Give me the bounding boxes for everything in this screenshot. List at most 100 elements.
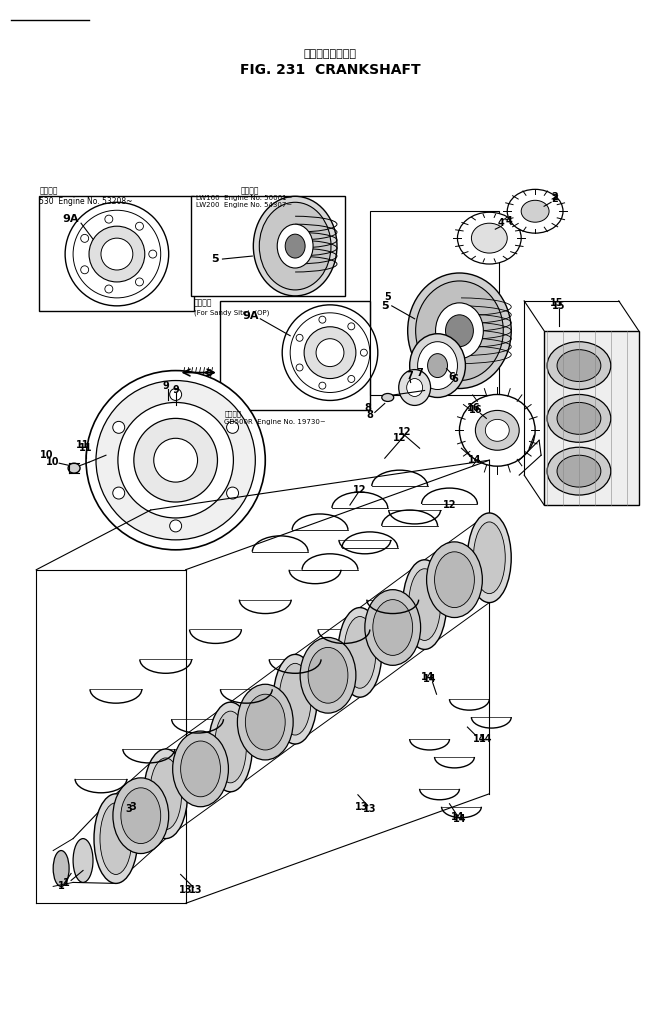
Text: 16: 16 bbox=[467, 403, 480, 413]
Ellipse shape bbox=[148, 250, 156, 258]
Ellipse shape bbox=[282, 304, 378, 401]
Ellipse shape bbox=[416, 281, 504, 381]
Ellipse shape bbox=[557, 455, 601, 487]
Ellipse shape bbox=[273, 655, 317, 744]
Ellipse shape bbox=[73, 210, 161, 297]
Ellipse shape bbox=[94, 794, 138, 883]
Ellipse shape bbox=[296, 334, 303, 341]
Ellipse shape bbox=[181, 741, 220, 797]
Ellipse shape bbox=[471, 223, 508, 253]
Text: 6: 6 bbox=[448, 371, 455, 382]
Text: 1: 1 bbox=[58, 881, 65, 891]
Ellipse shape bbox=[105, 215, 113, 223]
Ellipse shape bbox=[373, 600, 412, 656]
Ellipse shape bbox=[135, 222, 143, 230]
Text: 8: 8 bbox=[364, 403, 372, 413]
Ellipse shape bbox=[290, 313, 370, 393]
Ellipse shape bbox=[113, 777, 169, 854]
Ellipse shape bbox=[259, 202, 331, 290]
Ellipse shape bbox=[118, 402, 234, 518]
Ellipse shape bbox=[399, 369, 430, 405]
Text: 適用彏町: 適用彏町 bbox=[224, 410, 242, 417]
Ellipse shape bbox=[81, 234, 88, 243]
Ellipse shape bbox=[81, 266, 88, 274]
Ellipse shape bbox=[300, 637, 356, 714]
Ellipse shape bbox=[457, 212, 521, 264]
Text: 2: 2 bbox=[552, 192, 558, 202]
Ellipse shape bbox=[65, 202, 169, 306]
Text: 砂地仕様: 砂地仕様 bbox=[193, 298, 212, 308]
Ellipse shape bbox=[319, 383, 326, 389]
Ellipse shape bbox=[485, 419, 510, 442]
Ellipse shape bbox=[170, 389, 182, 401]
Ellipse shape bbox=[308, 648, 348, 703]
Ellipse shape bbox=[475, 410, 519, 451]
Text: 4: 4 bbox=[506, 216, 513, 226]
Text: 9A: 9A bbox=[242, 311, 259, 321]
Text: 2: 2 bbox=[552, 194, 558, 204]
Ellipse shape bbox=[105, 285, 113, 293]
Ellipse shape bbox=[403, 560, 447, 650]
Ellipse shape bbox=[344, 616, 376, 688]
Ellipse shape bbox=[408, 273, 512, 389]
Ellipse shape bbox=[53, 851, 69, 886]
Text: 7: 7 bbox=[416, 367, 423, 378]
Ellipse shape bbox=[296, 364, 303, 370]
Text: 9: 9 bbox=[172, 386, 179, 396]
Text: 1: 1 bbox=[63, 878, 69, 888]
Text: 14: 14 bbox=[468, 455, 481, 465]
Text: 5: 5 bbox=[381, 300, 389, 311]
Text: 5: 5 bbox=[384, 292, 391, 301]
Ellipse shape bbox=[253, 196, 337, 296]
Ellipse shape bbox=[547, 395, 610, 443]
Ellipse shape bbox=[209, 702, 252, 792]
Ellipse shape bbox=[246, 694, 285, 750]
Bar bbox=[220, 300, 370, 410]
Ellipse shape bbox=[381, 394, 394, 402]
Ellipse shape bbox=[113, 421, 125, 433]
Ellipse shape bbox=[154, 438, 197, 482]
Text: LW160  Engine No. 50001~
LW200  Engine No. 54307~: LW160 Engine No. 50001~ LW200 Engine No.… bbox=[195, 195, 292, 208]
Text: 14: 14 bbox=[451, 812, 464, 822]
Text: 14: 14 bbox=[478, 734, 492, 744]
Ellipse shape bbox=[214, 712, 246, 783]
Ellipse shape bbox=[434, 552, 475, 608]
Text: 6: 6 bbox=[451, 374, 458, 384]
Ellipse shape bbox=[428, 353, 447, 378]
Ellipse shape bbox=[277, 224, 313, 268]
Ellipse shape bbox=[121, 788, 161, 843]
Text: クランクシャフト: クランクシャフト bbox=[304, 49, 356, 59]
Ellipse shape bbox=[418, 342, 457, 390]
Text: 11: 11 bbox=[79, 444, 93, 454]
Ellipse shape bbox=[426, 542, 482, 617]
Ellipse shape bbox=[473, 522, 506, 594]
Text: 13: 13 bbox=[355, 802, 369, 812]
Ellipse shape bbox=[100, 803, 132, 875]
Ellipse shape bbox=[407, 379, 422, 397]
Text: 8: 8 bbox=[366, 410, 374, 420]
Ellipse shape bbox=[135, 278, 143, 286]
Ellipse shape bbox=[521, 200, 549, 222]
Ellipse shape bbox=[304, 327, 356, 379]
Ellipse shape bbox=[144, 749, 187, 838]
Text: 適用彏町: 適用彏町 bbox=[240, 187, 259, 196]
Ellipse shape bbox=[547, 448, 610, 495]
Ellipse shape bbox=[508, 190, 563, 233]
Text: 16: 16 bbox=[469, 405, 482, 415]
Ellipse shape bbox=[279, 664, 311, 735]
Text: GD500R  Engine No. 19730~: GD500R Engine No. 19730~ bbox=[224, 419, 326, 425]
Bar bbox=[544, 331, 639, 505]
Text: 530  Engine No. 53208~: 530 Engine No. 53208~ bbox=[39, 197, 133, 206]
Ellipse shape bbox=[134, 418, 218, 502]
Ellipse shape bbox=[73, 838, 93, 882]
Ellipse shape bbox=[365, 590, 420, 666]
Text: 14: 14 bbox=[421, 672, 434, 682]
Text: 14: 14 bbox=[423, 674, 436, 684]
Ellipse shape bbox=[348, 376, 355, 383]
Text: 13: 13 bbox=[179, 885, 192, 895]
Ellipse shape bbox=[547, 342, 610, 390]
Text: 10: 10 bbox=[46, 457, 60, 467]
Ellipse shape bbox=[113, 487, 125, 499]
Ellipse shape bbox=[338, 608, 381, 697]
Text: 10: 10 bbox=[40, 451, 53, 460]
